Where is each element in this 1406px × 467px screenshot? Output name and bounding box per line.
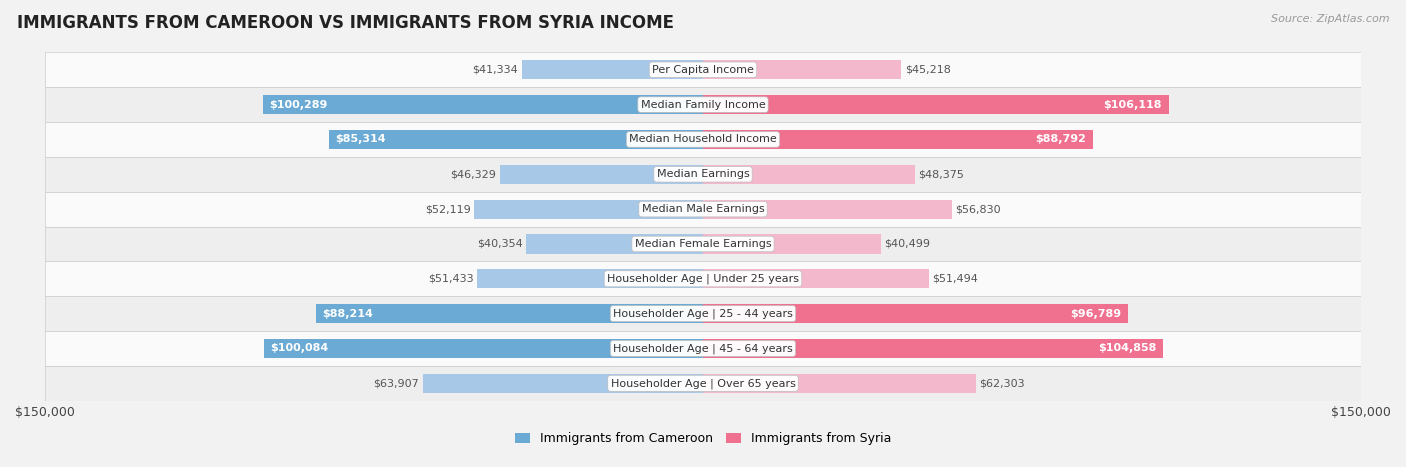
Text: $45,218: $45,218 bbox=[904, 65, 950, 75]
Text: $51,494: $51,494 bbox=[932, 274, 979, 284]
Text: $56,830: $56,830 bbox=[956, 204, 1001, 214]
Text: $52,119: $52,119 bbox=[425, 204, 471, 214]
Bar bbox=[703, 95, 1168, 114]
Bar bbox=[474, 199, 703, 219]
Bar bbox=[703, 374, 976, 393]
Text: Source: ZipAtlas.com: Source: ZipAtlas.com bbox=[1271, 14, 1389, 24]
Bar bbox=[499, 165, 703, 184]
Text: $63,907: $63,907 bbox=[374, 378, 419, 388]
Text: Householder Age | 45 - 64 years: Householder Age | 45 - 64 years bbox=[613, 343, 793, 354]
Text: $51,433: $51,433 bbox=[429, 274, 474, 284]
Bar bbox=[264, 339, 703, 358]
Text: $48,375: $48,375 bbox=[918, 169, 965, 179]
Bar bbox=[703, 304, 1128, 323]
Text: Median Male Earnings: Median Male Earnings bbox=[641, 204, 765, 214]
Bar bbox=[316, 304, 703, 323]
Text: Householder Age | Over 65 years: Householder Age | Over 65 years bbox=[610, 378, 796, 389]
Bar bbox=[703, 269, 929, 288]
Bar bbox=[703, 60, 901, 79]
Text: Median Family Income: Median Family Income bbox=[641, 99, 765, 110]
Text: $96,789: $96,789 bbox=[1070, 309, 1121, 318]
FancyBboxPatch shape bbox=[45, 262, 1361, 296]
Bar bbox=[478, 269, 703, 288]
Bar bbox=[703, 339, 1163, 358]
Bar bbox=[703, 130, 1092, 149]
Text: $46,329: $46,329 bbox=[450, 169, 496, 179]
Bar bbox=[526, 234, 703, 254]
Legend: Immigrants from Cameroon, Immigrants from Syria: Immigrants from Cameroon, Immigrants fro… bbox=[510, 427, 896, 450]
FancyBboxPatch shape bbox=[45, 331, 1361, 366]
FancyBboxPatch shape bbox=[45, 296, 1361, 331]
FancyBboxPatch shape bbox=[45, 226, 1361, 262]
FancyBboxPatch shape bbox=[45, 366, 1361, 401]
Bar bbox=[703, 234, 880, 254]
Text: Householder Age | 25 - 44 years: Householder Age | 25 - 44 years bbox=[613, 308, 793, 319]
FancyBboxPatch shape bbox=[45, 87, 1361, 122]
Text: $40,499: $40,499 bbox=[884, 239, 929, 249]
Bar bbox=[423, 374, 703, 393]
Text: $106,118: $106,118 bbox=[1104, 99, 1161, 110]
FancyBboxPatch shape bbox=[45, 52, 1361, 87]
Text: $62,303: $62,303 bbox=[980, 378, 1025, 388]
Text: $85,314: $85,314 bbox=[335, 134, 385, 144]
Text: $100,289: $100,289 bbox=[270, 99, 328, 110]
Text: $41,334: $41,334 bbox=[472, 65, 519, 75]
Text: Median Female Earnings: Median Female Earnings bbox=[634, 239, 772, 249]
FancyBboxPatch shape bbox=[45, 122, 1361, 157]
Text: $100,084: $100,084 bbox=[270, 343, 329, 354]
Bar bbox=[703, 199, 952, 219]
Bar bbox=[703, 165, 915, 184]
Text: $40,354: $40,354 bbox=[477, 239, 523, 249]
Bar bbox=[522, 60, 703, 79]
FancyBboxPatch shape bbox=[45, 157, 1361, 191]
Text: $88,792: $88,792 bbox=[1035, 134, 1085, 144]
Text: $88,214: $88,214 bbox=[322, 309, 374, 318]
Bar bbox=[263, 95, 703, 114]
Text: Median Household Income: Median Household Income bbox=[628, 134, 778, 144]
FancyBboxPatch shape bbox=[45, 191, 1361, 226]
Bar bbox=[329, 130, 703, 149]
Text: IMMIGRANTS FROM CAMEROON VS IMMIGRANTS FROM SYRIA INCOME: IMMIGRANTS FROM CAMEROON VS IMMIGRANTS F… bbox=[17, 14, 673, 32]
Text: $104,858: $104,858 bbox=[1098, 343, 1157, 354]
Text: Householder Age | Under 25 years: Householder Age | Under 25 years bbox=[607, 274, 799, 284]
Text: Median Earnings: Median Earnings bbox=[657, 169, 749, 179]
Text: Per Capita Income: Per Capita Income bbox=[652, 65, 754, 75]
